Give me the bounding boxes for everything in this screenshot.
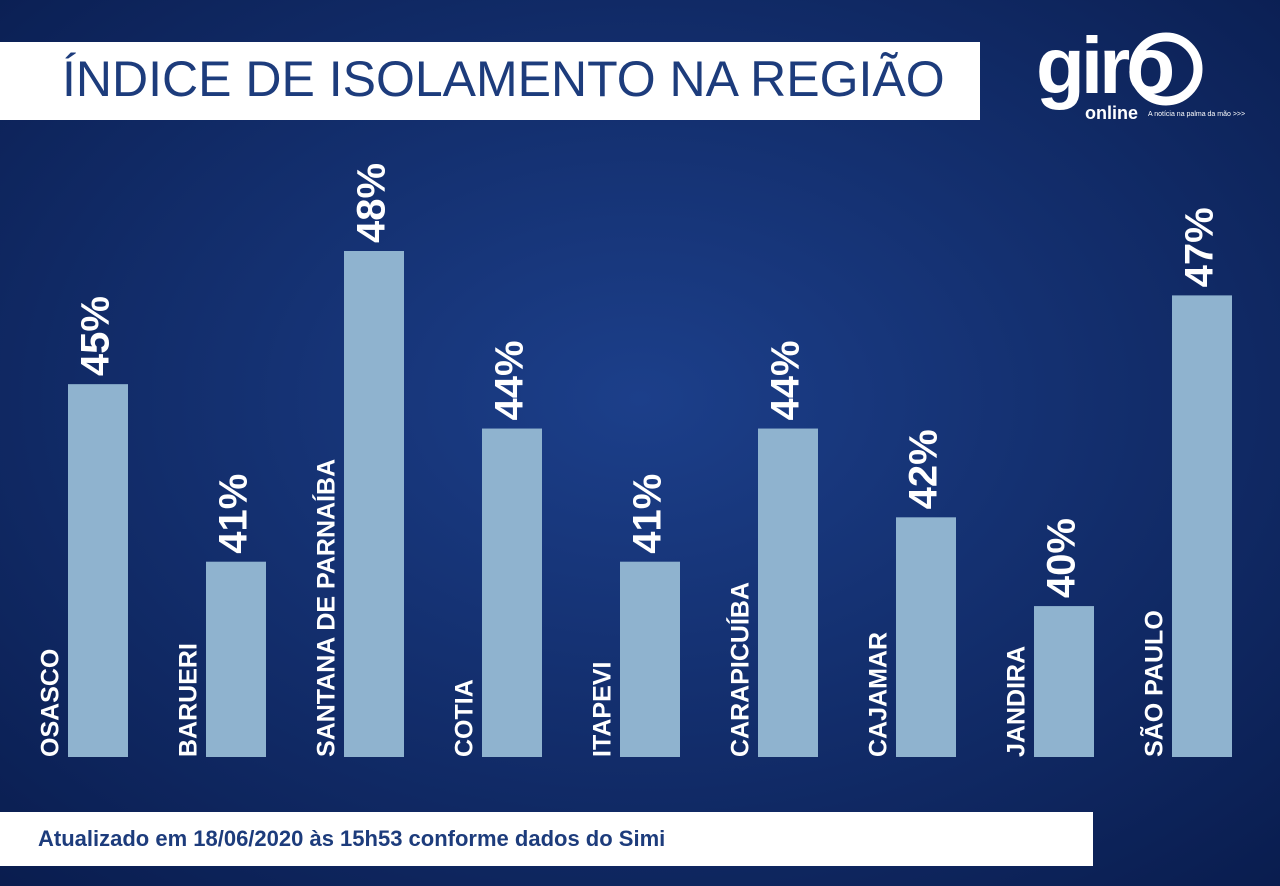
category-label: BARUERI [175, 643, 203, 757]
bar [896, 517, 956, 757]
value-label: 45% [74, 296, 118, 376]
category-label: OSASCO [37, 649, 65, 757]
logo-sub: online [1085, 103, 1138, 123]
logo: giro online A notícia na palma da mão >>… [1036, 21, 1245, 123]
bar [620, 561, 680, 757]
category-label: COTIA [451, 679, 479, 757]
bar [1034, 606, 1094, 757]
value-label: 48% [350, 163, 394, 243]
footnote: Atualizado em 18/06/2020 às 15h53 confor… [38, 826, 665, 851]
logo-name: giro [1036, 21, 1172, 110]
value-label: 44% [764, 340, 808, 420]
value-label: 47% [1178, 207, 1222, 287]
category-label: SANTANA DE PARNAÍBA [312, 459, 341, 757]
value-label: 42% [902, 429, 946, 509]
bar [344, 251, 404, 757]
category-label: ITAPEVI [589, 662, 617, 757]
value-label: 40% [1040, 518, 1084, 598]
bar [1172, 295, 1232, 757]
bar [206, 561, 266, 757]
category-label: JANDIRA [1003, 646, 1031, 757]
category-label: SÃO PAULO [1139, 610, 1169, 757]
chart-title: ÍNDICE DE ISOLAMENTO NA REGIÃO [62, 51, 945, 107]
bar [68, 384, 128, 757]
bar [758, 428, 818, 757]
value-label: 44% [488, 340, 532, 420]
logo-ring [1129, 32, 1203, 106]
logo-tagline: A notícia na palma da mão >>> [1148, 111, 1245, 118]
value-label: 41% [212, 474, 256, 554]
footnote-box [0, 812, 1093, 866]
category-label: CARAPICUÍBA [726, 582, 755, 757]
value-label: 41% [626, 474, 670, 554]
category-label: CAJAMAR [865, 632, 893, 757]
title-box [0, 42, 980, 120]
bar [482, 428, 542, 757]
